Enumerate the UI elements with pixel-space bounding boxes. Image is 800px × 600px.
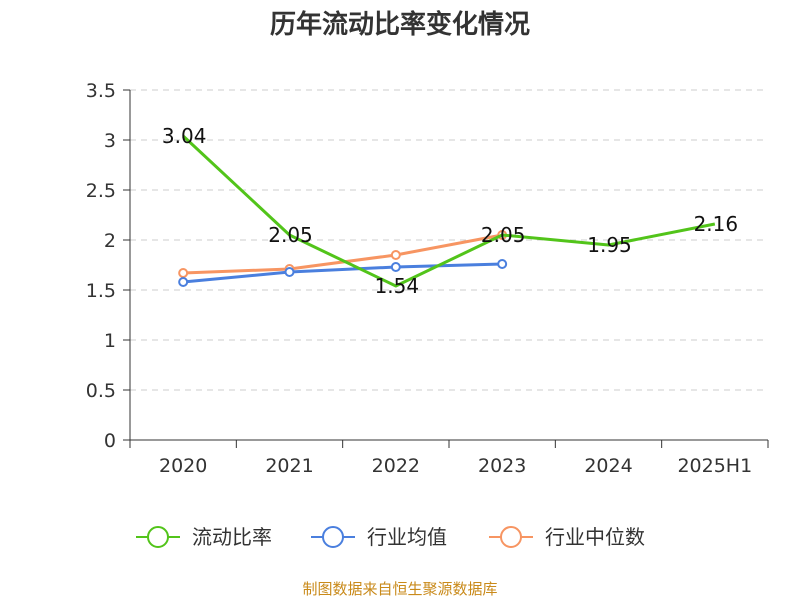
series-line: [183, 262, 503, 284]
data-point: [178, 268, 189, 278]
data-point: [284, 267, 295, 277]
y-tick-label: 3: [104, 130, 116, 152]
chart-title: 历年流动比率变化情况: [269, 10, 530, 40]
data-label: 2.05: [268, 223, 313, 247]
x-tick-label: 2021: [265, 455, 313, 477]
x-tick-label: 2022: [372, 455, 420, 477]
y-tick-label: 2: [104, 230, 116, 252]
legend-marker: [322, 526, 344, 548]
series-line: [182, 134, 716, 288]
source-note: 制图数据来自恒生聚源数据库: [302, 580, 498, 598]
data-label: 2.16: [694, 212, 739, 236]
data-point: [390, 250, 401, 260]
data-labels: 3.04 2.05 1.54 2.05 1.95 2.16: [162, 124, 738, 298]
y-tick-label: 1.5: [86, 280, 116, 302]
legend-item[interactable]: 行业均值: [311, 525, 447, 549]
grid-lines: [130, 89, 768, 391]
data-point: [497, 259, 508, 269]
data-label: 3.04: [162, 124, 207, 148]
legend-marker: [500, 526, 522, 548]
y-tick-label: 0.5: [86, 380, 116, 402]
x-tick-label: 2025H1: [677, 455, 752, 477]
y-tick-label: 2.5: [86, 180, 116, 202]
series-layer: [178, 134, 716, 288]
x-tick-label: 2023: [478, 455, 526, 477]
legend-item[interactable]: 流动比率: [136, 525, 272, 549]
data-point: [390, 262, 401, 272]
x-tick-label: 2024: [584, 455, 632, 477]
x-axis: 2020 2021 2022 2023 2024 2025H1: [129, 439, 769, 477]
legend[interactable]: 流动比率 行业均值 行业中位数: [136, 525, 645, 549]
data-point: [178, 277, 189, 287]
legend-item[interactable]: 行业中位数: [489, 525, 645, 549]
legend-label: 行业均值: [367, 525, 447, 549]
x-tick-label: 2020: [159, 455, 207, 477]
data-label: 1.54: [375, 274, 420, 298]
y-tick-label: 1: [104, 330, 116, 352]
y-tick-label: 0: [104, 430, 116, 452]
legend-label: 流动比率: [192, 525, 272, 549]
data-label: 1.95: [587, 233, 632, 257]
legend-marker: [147, 526, 169, 548]
y-tick-label: 3.5: [86, 80, 116, 102]
y-axis: 0 0.5 1 1.5 2 2.5 3 3.5: [86, 80, 131, 452]
data-label: 2.05: [481, 223, 526, 247]
legend-label: 行业中位数: [545, 525, 645, 549]
series-line: [183, 233, 503, 275]
